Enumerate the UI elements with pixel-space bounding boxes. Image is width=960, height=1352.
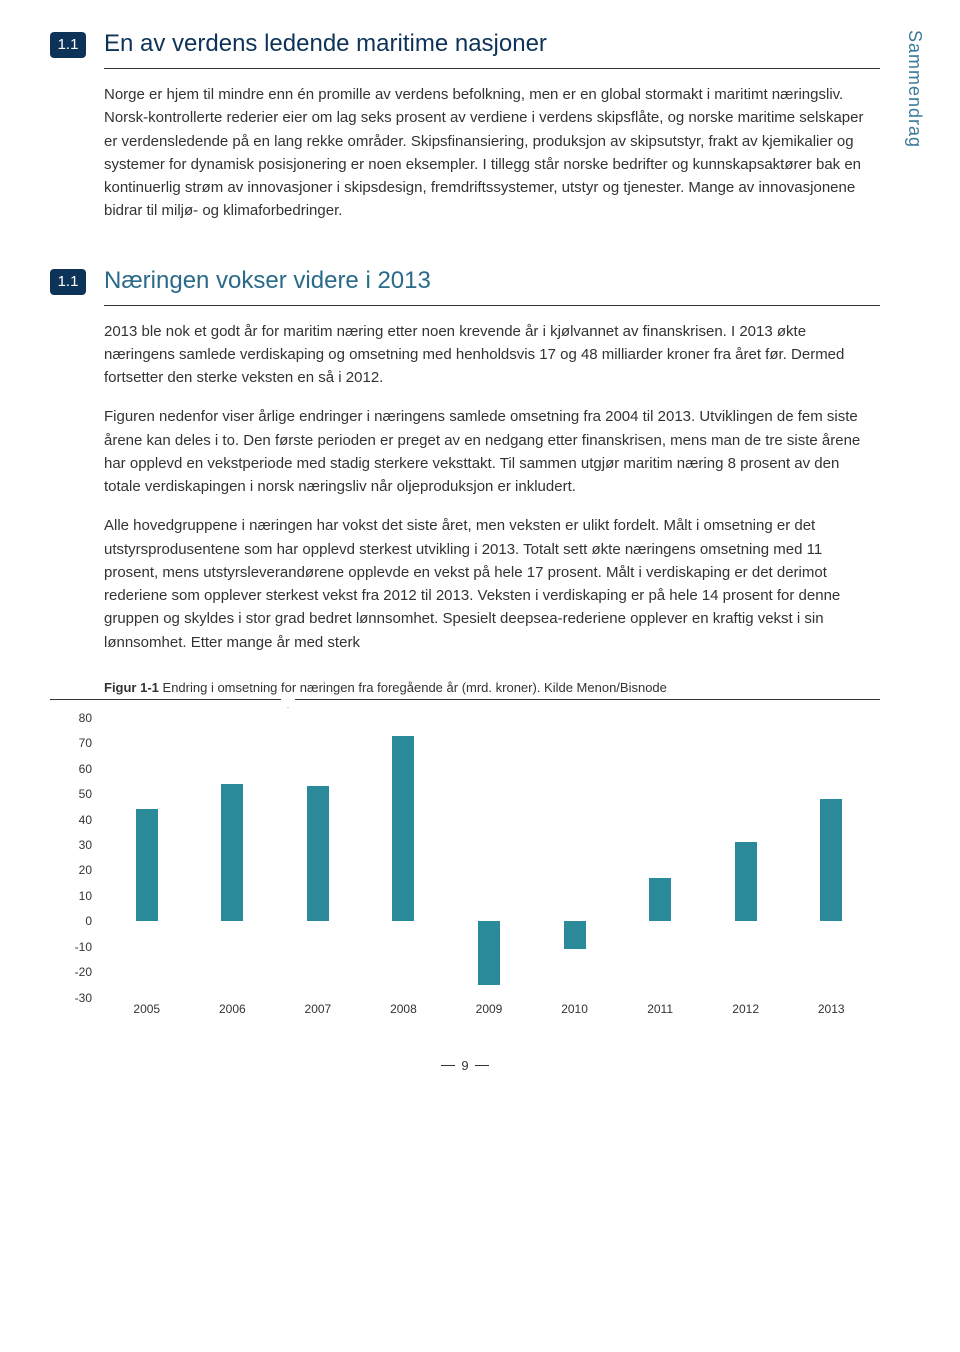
chart-y-tick: 80 [79,711,92,725]
section2-p1: 2013 ble nok et godt år for maritim næri… [104,320,880,390]
section1-header: 1.1 En av verdens ledende maritime nasjo… [50,30,880,69]
chart-x-label: 2010 [561,1002,588,1016]
chart-y-axis: 80706050403020100-10-20-30 [50,718,98,998]
chart-bar [307,786,329,921]
chart-y-tick: 50 [79,787,92,801]
chart-y-tick: 30 [79,838,92,852]
chart-bar [136,809,158,921]
page-number: 9 [50,1058,880,1073]
figure-caption-rest: Endring i omsetning for næringen fra for… [159,680,667,695]
chart-y-tick: -20 [75,965,92,979]
chart-y-tick: 0 [85,914,92,928]
section1-badge: 1.1 [50,32,86,58]
chart-x-label: 2008 [390,1002,417,1016]
figure-caption: Figur 1-1 Endring i omsetning for næring… [104,680,880,695]
chart-y-tick: 70 [79,736,92,750]
section2-body: 2013 ble nok et godt år for maritim næri… [104,320,880,654]
chart-bar [735,842,757,921]
section2-badge: 1.1 [50,269,86,295]
chart-x-label: 2009 [476,1002,503,1016]
section1-title: En av verdens ledende maritime nasjoner [104,30,880,69]
chart-y-tick: 40 [79,813,92,827]
chart-bar [649,878,671,921]
chart-x-label: 2005 [133,1002,160,1016]
section2-title: Næringen vokser videre i 2013 [104,267,880,306]
chart-bar [564,921,586,949]
chart-bar [478,921,500,985]
chart-x-label: 2007 [305,1002,332,1016]
section2-header: 1.1 Næringen vokser videre i 2013 [50,267,880,306]
chart-bar [392,736,414,922]
page-container: Sammendrag 1.1 En av verdens ledende mar… [0,0,960,1103]
chart-x-axis: 2005 2006 2007 2008 2009 2010 2011 2012 2013 [104,1002,874,1022]
section2-p2: Figuren nedenfor viser årlige endringer … [104,405,880,498]
figure-caption-rule [50,699,880,700]
chart-x-label: 2006 [219,1002,246,1016]
chart-y-tick: 10 [79,889,92,903]
chart-y-tick: -30 [75,991,92,1005]
section2-p3: Alle hovedgruppene i næringen har vokst … [104,514,880,654]
figure-caption-bold: Figur 1-1 [104,680,159,695]
chart-x-label: 2011 [647,1002,673,1016]
chart-bar [820,799,842,921]
chart-y-tick: -10 [75,940,92,954]
chart-x-label: 2013 [818,1002,845,1016]
chart-plot-area [104,718,874,998]
side-vertical-label: Sammendrag [904,30,925,148]
section1-body: Norge er hjem til mindre enn én promille… [104,83,880,223]
chart-container: 80706050403020100-10-20-30 2005200620072… [50,718,880,1028]
chart-y-tick: 60 [79,762,92,776]
chart-bar [221,784,243,921]
chart-x-label: 2012 [732,1002,759,1016]
chart-y-tick: 20 [79,863,92,877]
section1-p1: Norge er hjem til mindre enn én promille… [104,83,880,223]
